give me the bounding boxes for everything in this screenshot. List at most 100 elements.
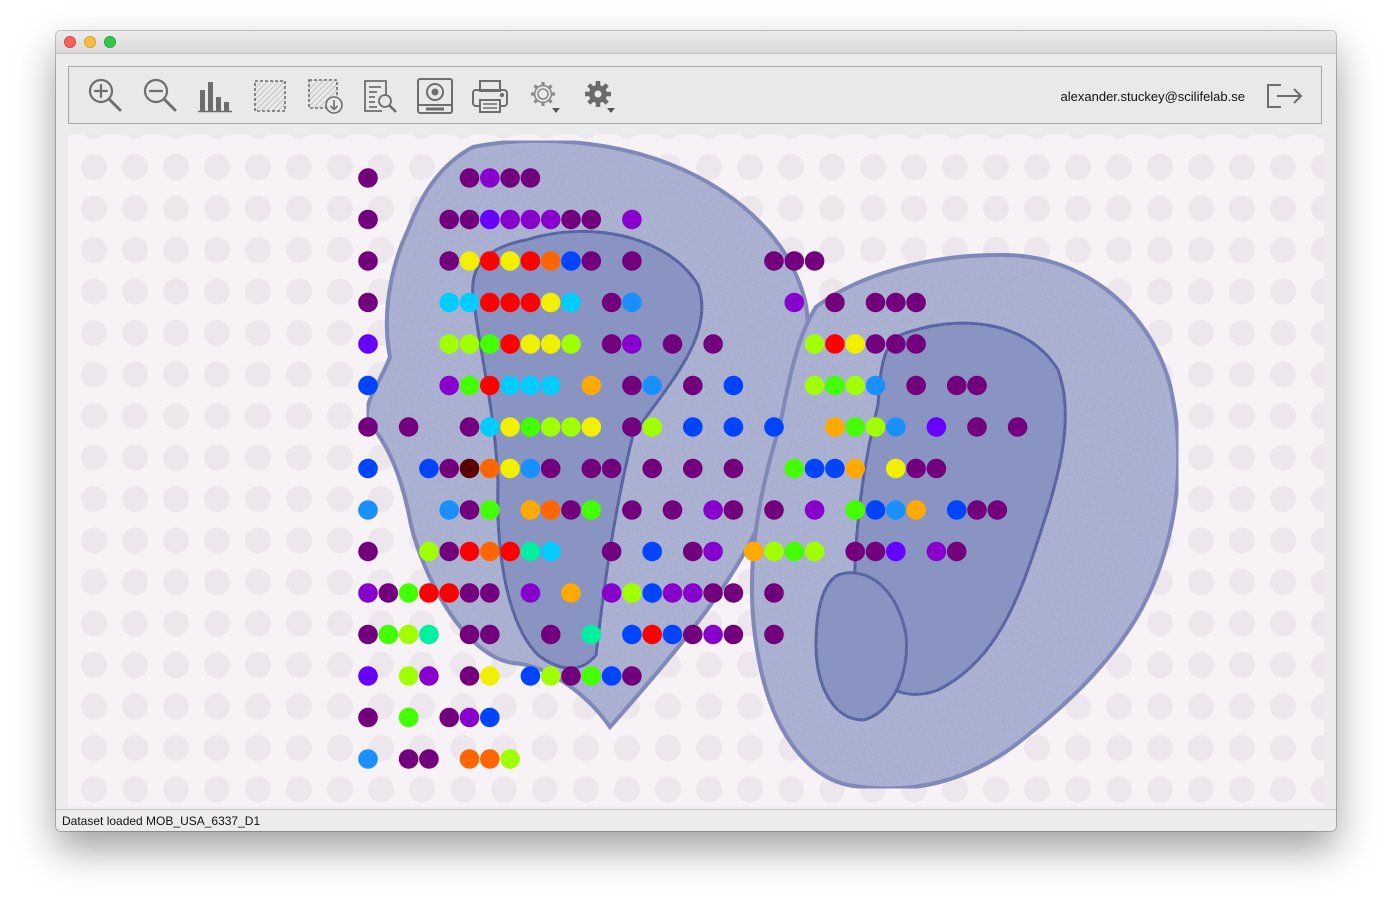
spot-marker[interactable] bbox=[561, 334, 581, 354]
spot-marker[interactable] bbox=[439, 500, 460, 520]
spot-marker[interactable] bbox=[520, 375, 541, 396]
minimize-window-button[interactable] bbox=[84, 36, 96, 48]
spot-marker[interactable] bbox=[581, 458, 602, 479]
spot-marker[interactable] bbox=[601, 583, 622, 603]
spot-marker[interactable] bbox=[825, 375, 845, 396]
spot-marker[interactable] bbox=[845, 458, 865, 479]
spot-marker[interactable] bbox=[804, 500, 825, 520]
spot-marker[interactable] bbox=[480, 749, 500, 769]
spot-marker[interactable] bbox=[459, 375, 480, 396]
spot-marker[interactable] bbox=[906, 500, 926, 520]
spot-marker[interactable] bbox=[480, 168, 500, 188]
spot-marker[interactable] bbox=[865, 500, 886, 520]
spot-marker[interactable] bbox=[459, 500, 480, 520]
spot-marker[interactable] bbox=[622, 334, 642, 354]
spot-marker[interactable] bbox=[723, 417, 744, 437]
spot-marker[interactable] bbox=[845, 417, 865, 437]
spot-marker[interactable] bbox=[865, 417, 886, 437]
spot-marker[interactable] bbox=[419, 666, 439, 686]
spot-marker[interactable] bbox=[439, 292, 460, 313]
spot-marker[interactable] bbox=[540, 624, 561, 645]
spot-marker[interactable] bbox=[946, 500, 967, 520]
spot-marker[interactable] bbox=[480, 251, 500, 271]
spot-marker[interactable] bbox=[459, 251, 480, 271]
spot-marker[interactable] bbox=[662, 583, 683, 603]
spot-marker[interactable] bbox=[520, 168, 541, 188]
spot-marker[interactable] bbox=[926, 541, 947, 562]
spot-marker[interactable] bbox=[825, 334, 845, 354]
spot-marker[interactable] bbox=[439, 583, 460, 603]
spot-marker[interactable] bbox=[439, 209, 460, 230]
spot-marker[interactable] bbox=[865, 541, 886, 562]
spot-marker[interactable] bbox=[642, 624, 662, 645]
spot-marker[interactable] bbox=[642, 375, 662, 396]
spot-marker[interactable] bbox=[764, 251, 784, 271]
spot-marker[interactable] bbox=[520, 583, 541, 603]
spot-marker[interactable] bbox=[845, 500, 865, 520]
spot-marker[interactable] bbox=[581, 500, 602, 520]
spot-marker[interactable] bbox=[662, 624, 683, 645]
spot-marker[interactable] bbox=[683, 541, 703, 562]
spot-marker[interactable] bbox=[804, 251, 825, 271]
spot-marker[interactable] bbox=[581, 375, 602, 396]
spot-marker[interactable] bbox=[419, 624, 439, 645]
spot-marker[interactable] bbox=[419, 749, 439, 769]
spot-marker[interactable] bbox=[398, 624, 419, 645]
spot-marker[interactable] bbox=[906, 458, 926, 479]
spot-marker[interactable] bbox=[459, 292, 480, 313]
spot-marker[interactable] bbox=[987, 500, 1008, 520]
spot-marker[interactable] bbox=[662, 334, 683, 354]
spot-marker[interactable] bbox=[480, 666, 500, 686]
spot-marker[interactable] bbox=[886, 500, 906, 520]
spot-marker[interactable] bbox=[642, 541, 662, 562]
spot-marker[interactable] bbox=[520, 500, 541, 520]
close-window-button[interactable] bbox=[64, 36, 76, 48]
spot-marker[interactable] bbox=[459, 209, 480, 230]
spot-marker[interactable] bbox=[540, 209, 561, 230]
spot-marker[interactable] bbox=[378, 624, 399, 645]
spot-marker[interactable] bbox=[540, 292, 561, 313]
spot-marker[interactable] bbox=[683, 375, 703, 396]
spot-marker[interactable] bbox=[946, 541, 967, 562]
spot-marker[interactable] bbox=[459, 334, 480, 354]
spot-marker[interactable] bbox=[358, 749, 378, 769]
spot-marker[interactable] bbox=[764, 583, 784, 603]
spot-marker[interactable] bbox=[358, 168, 378, 188]
save-image-button[interactable] bbox=[415, 76, 455, 116]
spot-marker[interactable] bbox=[804, 375, 825, 396]
spot-marker[interactable] bbox=[561, 500, 581, 520]
spot-marker[interactable] bbox=[906, 334, 926, 354]
spot-marker[interactable] bbox=[419, 583, 439, 603]
spot-marker[interactable] bbox=[561, 209, 581, 230]
spot-marker[interactable] bbox=[967, 500, 987, 520]
spot-marker[interactable] bbox=[865, 334, 886, 354]
spot-marker[interactable] bbox=[358, 375, 378, 396]
spot-marker[interactable] bbox=[500, 375, 520, 396]
spot-marker[interactable] bbox=[398, 707, 419, 728]
maximize-window-button[interactable] bbox=[104, 36, 116, 48]
spot-marker[interactable] bbox=[906, 375, 926, 396]
spot-marker[interactable] bbox=[622, 375, 642, 396]
spot-marker[interactable] bbox=[540, 458, 561, 479]
spot-marker[interactable] bbox=[886, 292, 906, 313]
spot-marker[interactable] bbox=[825, 292, 845, 313]
print-button[interactable] bbox=[470, 76, 510, 116]
spot-marker[interactable] bbox=[703, 541, 723, 562]
spot-marker[interactable] bbox=[946, 375, 967, 396]
spot-marker[interactable] bbox=[622, 292, 642, 313]
spot-marker[interactable] bbox=[398, 417, 419, 437]
tissue-image-viewer[interactable] bbox=[68, 135, 1324, 807]
spot-marker[interactable] bbox=[358, 541, 378, 562]
spot-marker[interactable] bbox=[683, 624, 703, 645]
spot-marker[interactable] bbox=[581, 209, 602, 230]
spot-marker[interactable] bbox=[764, 417, 784, 437]
spot-marker[interactable] bbox=[601, 292, 622, 313]
spot-marker[interactable] bbox=[540, 417, 561, 437]
spot-marker[interactable] bbox=[662, 500, 683, 520]
spot-marker[interactable] bbox=[845, 334, 865, 354]
spot-marker[interactable] bbox=[520, 334, 541, 354]
spot-marker[interactable] bbox=[642, 417, 662, 437]
spot-marker[interactable] bbox=[500, 334, 520, 354]
spot-marker[interactable] bbox=[1007, 417, 1028, 437]
spot-marker[interactable] bbox=[601, 541, 622, 562]
